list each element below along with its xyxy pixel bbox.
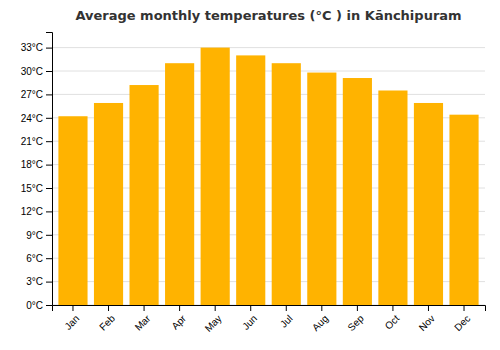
y-tick-mark	[46, 282, 52, 283]
y-tick-mark	[46, 235, 52, 236]
x-tick-label: Nov	[417, 313, 437, 333]
x-tick-mark	[286, 305, 287, 311]
y-tick: 3°C	[26, 276, 52, 287]
grid	[52, 48, 485, 305]
bar	[201, 48, 230, 305]
x-tick: Dec	[452, 305, 472, 333]
y-tick-mark	[46, 211, 52, 212]
x-tick-label: Jun	[240, 313, 259, 332]
y-axis: 0°C 3°C 6°C 9°C 12°C 15°C 18°C 21°C 24°C 27°C 30°C…	[21, 33, 53, 311]
x-tick-mark	[215, 305, 216, 311]
y-tick-label: 12°C	[21, 206, 43, 217]
grid-line	[52, 47, 485, 48]
y-tick: 33°C	[21, 42, 52, 53]
y-tick-mark	[46, 141, 52, 142]
x-tick-mark	[144, 305, 145, 311]
x-tick-mark	[250, 305, 251, 311]
y-tick-label: 27°C	[21, 89, 43, 100]
y-tick: 6°C	[26, 253, 52, 264]
bar	[307, 73, 336, 305]
y-tick-label: 6°C	[26, 253, 43, 264]
x-tick-mark	[428, 305, 429, 311]
y-tick: 27°C	[21, 89, 52, 100]
x-tick-label: Feb	[97, 312, 117, 332]
bar	[129, 85, 158, 305]
y-tick-label: 9°C	[26, 230, 43, 241]
x-tick-mark	[464, 305, 465, 311]
y-tick-mark	[46, 188, 52, 189]
y-tick-mark	[46, 118, 52, 119]
y-tick: 15°C	[21, 183, 52, 194]
bar	[414, 103, 443, 305]
x-tick: Apr	[169, 305, 188, 332]
bars	[58, 48, 478, 305]
x-tick-label: Dec	[452, 313, 472, 333]
y-axis-line	[46, 33, 53, 306]
y-tick-mark	[46, 258, 52, 259]
x-tick-mark	[321, 305, 322, 311]
y-tick: 24°C	[21, 113, 52, 124]
x-tick: Jul	[278, 305, 295, 330]
x-tick-mark	[357, 305, 358, 311]
x-axis: Jan Feb Mar Apr May Jun Jul Aug Sep Oct Nov Dec	[53, 305, 486, 334]
y-tick: 0°C	[26, 300, 52, 311]
x-tick: Jan	[62, 305, 81, 332]
y-tick-label: 24°C	[21, 113, 43, 124]
x-tick-label: Jan	[62, 313, 81, 332]
x-tick-label: Sep	[345, 312, 366, 333]
x-tick-label: Apr	[169, 312, 188, 331]
y-tick-label: 18°C	[21, 159, 43, 170]
y-tick: 12°C	[21, 206, 52, 217]
title: Average monthly temperatures (°C ) in Kā…	[75, 8, 461, 23]
x-tick: Mar	[133, 305, 153, 333]
bar	[165, 63, 194, 305]
bar	[449, 115, 478, 305]
x-tick-label: May	[203, 313, 224, 334]
x-tick-label: Aug	[310, 313, 330, 333]
x-tick: Nov	[417, 305, 437, 333]
x-tick-label: Jul	[278, 313, 295, 330]
y-tick: 21°C	[21, 136, 52, 147]
y-tick: 9°C	[26, 230, 52, 241]
chart: 0°C 3°C 6°C 9°C 12°C 15°C 18°C 21°C 24°C 27°C 30°C…	[0, 0, 500, 350]
x-tick-mark	[392, 305, 393, 311]
bar	[272, 63, 301, 305]
bar	[343, 78, 372, 305]
y-tick-mark	[46, 94, 52, 95]
bar	[236, 55, 265, 305]
x-axis-line	[53, 306, 486, 312]
grid-line	[52, 94, 485, 95]
x-tick-label: Mar	[133, 312, 153, 332]
x-tick: Oct	[383, 305, 402, 332]
x-tick: Feb	[97, 305, 117, 333]
y-tick-mark	[46, 305, 52, 306]
y-tick: 30°C	[21, 66, 52, 77]
y-tick-label: 30°C	[21, 66, 43, 77]
y-tick-mark	[46, 48, 52, 49]
y-tick-label: 3°C	[26, 276, 43, 287]
x-tick-mark	[72, 305, 73, 311]
y-tick-mark	[46, 165, 52, 166]
x-tick-mark	[179, 305, 180, 311]
x-tick: May	[203, 305, 224, 334]
y-tick: 18°C	[21, 159, 52, 170]
x-tick-mark	[108, 305, 109, 311]
y-tick-label: 15°C	[21, 183, 43, 194]
grid-line	[52, 71, 485, 72]
y-tick-mark	[46, 71, 52, 72]
y-tick-label: 0°C	[26, 300, 43, 311]
bar	[378, 91, 407, 306]
y-tick-label: 21°C	[21, 136, 43, 147]
bar	[94, 103, 123, 305]
x-tick: Sep	[345, 305, 366, 333]
y-tick-label: 33°C	[21, 42, 43, 53]
plot: 0°C 3°C 6°C 9°C 12°C 15°C 18°C 21°C 24°C 27°C 30°C…	[21, 33, 486, 334]
x-tick: Aug	[310, 305, 330, 333]
x-tick-label: Oct	[383, 313, 402, 332]
bar	[58, 116, 87, 305]
x-tick: Jun	[240, 305, 259, 332]
